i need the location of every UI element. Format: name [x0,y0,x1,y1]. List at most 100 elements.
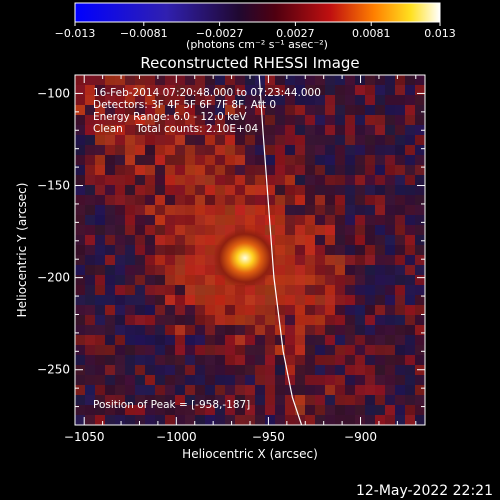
heatmap-cell [305,305,315,315]
heatmap-cell [95,75,105,85]
heatmap-cell [385,205,395,215]
heatmap-cell [365,285,375,295]
heatmap-cell [265,115,275,125]
heatmap-cell [115,235,125,245]
heatmap-cell [85,405,95,415]
heatmap-cell [355,145,365,155]
heatmap-cell [215,135,225,145]
heatmap-cell [305,165,315,175]
heatmap-cell [345,115,355,125]
heatmap-cell [115,405,125,415]
heatmap-cell [405,355,415,365]
heatmap-cell [395,275,405,285]
heatmap-cell [235,185,245,195]
heatmap-cell [175,325,185,335]
heatmap-cell [135,315,145,325]
heatmap-cell [125,375,135,385]
heatmap-cell [105,95,115,105]
heatmap-cell [165,305,175,315]
heatmap-cell [315,245,325,255]
colorbar-tick-label: 0.0081 [352,27,391,40]
heatmap-cell [375,415,385,425]
heatmap-cell [95,125,105,135]
heatmap-cell [275,295,285,305]
heatmap-cell [165,155,175,165]
heatmap-cell [245,365,255,375]
heatmap-cell [215,325,225,335]
heatmap-cell [95,265,105,275]
heatmap-cell [405,205,415,215]
heatmap-cell [285,145,295,155]
heatmap-cell [295,255,305,265]
heatmap-cell [285,175,295,185]
heatmap-cell [205,325,215,335]
heatmap-cell [85,265,95,275]
heatmap-cell [335,285,345,295]
heatmap-cell [135,105,145,115]
heatmap-cell [215,155,225,165]
heatmap-cell [135,75,145,85]
heatmap-cell [245,135,255,145]
heatmap-cell [125,245,135,255]
heatmap-cell [185,215,195,225]
heatmap-cell [285,395,295,405]
heatmap-cell [135,265,145,275]
heatmap-cell [215,415,225,425]
heatmap-cell [95,235,105,245]
heatmap-cell [415,175,425,185]
heatmap-cell [115,305,125,315]
heatmap-cell [325,395,335,405]
heatmap-cell [345,245,355,255]
heatmap-cell [145,125,155,135]
heatmap-cell [105,185,115,195]
heatmap-cells [75,75,425,425]
heatmap-cell [215,285,225,295]
heatmap-cell [125,125,135,135]
heatmap-cell [355,115,365,125]
heatmap-cell [305,135,315,145]
heatmap-cell [125,285,135,295]
heatmap-cell [345,195,355,205]
heatmap-cell [365,365,375,375]
heatmap-cell [205,225,215,235]
heatmap-cell [385,365,395,375]
heatmap-cell [225,415,235,425]
heatmap-cell [155,85,165,95]
heatmap-cell [325,125,335,135]
heatmap-cell [235,115,245,125]
heatmap-cell [145,265,155,275]
heatmap-cell [95,105,105,115]
heatmap-cell [335,125,345,135]
heatmap-cell [245,355,255,365]
heatmap-cell [185,325,195,335]
y-axis: −100 −150 −200 −250 [37,86,425,408]
heatmap-cell [205,145,215,155]
heatmap-cell [185,295,195,305]
heatmap-cell [315,215,325,225]
heatmap-cell [255,375,265,385]
heatmap-cell [365,325,375,335]
heatmap-cell [285,355,295,365]
heatmap-cell [415,345,425,355]
heatmap-cell [95,305,105,315]
heatmap-cell [145,195,155,205]
heatmap-cell [145,255,155,265]
heatmap-cell [165,75,175,85]
heatmap-cell [375,295,385,305]
heatmap-cell [415,185,425,195]
heatmap-cell [205,405,215,415]
heatmap-cell [115,205,125,215]
heatmap-cell [345,335,355,345]
heatmap-cell [105,325,115,335]
heatmap-cell [165,245,175,255]
heatmap-cell [205,115,215,125]
heatmap-cell [235,215,245,225]
heatmap-cell [215,175,225,185]
heatmap-cell [405,265,415,275]
heatmap-cell [325,75,335,85]
heatmap-cell [365,125,375,135]
heatmap-cell [245,305,255,315]
heatmap-cell [315,185,325,195]
heatmap-cell [175,205,185,215]
heatmap-cell [285,245,295,255]
